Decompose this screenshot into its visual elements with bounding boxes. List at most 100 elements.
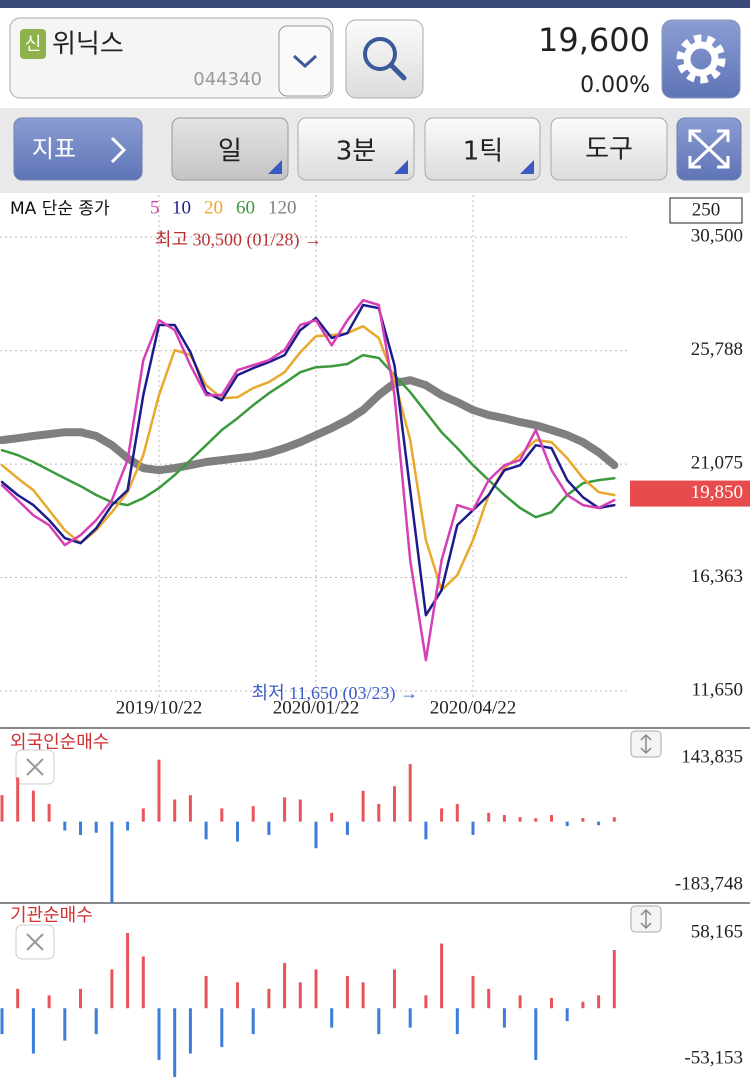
bar — [565, 821, 569, 827]
dropdown-icon — [292, 54, 318, 69]
bar — [455, 803, 459, 822]
bar — [581, 1001, 585, 1009]
bar — [361, 982, 365, 1009]
bar — [283, 797, 287, 822]
y-tick-label: -53,153 — [684, 1047, 743, 1068]
indicator-chevron — [110, 136, 127, 164]
bar — [141, 956, 145, 1009]
bar — [518, 817, 522, 822]
bar — [31, 1008, 35, 1054]
last-price-marker — [630, 480, 750, 507]
bar — [251, 1008, 255, 1035]
bar — [94, 1008, 98, 1035]
period-caret — [268, 160, 282, 174]
bar — [565, 1008, 569, 1022]
bar — [157, 1008, 161, 1060]
tick-label: 1틱 — [463, 137, 503, 167]
period-button[interactable] — [171, 117, 289, 181]
bar — [173, 1008, 177, 1077]
bar — [16, 988, 20, 1009]
bar — [31, 790, 35, 822]
bar — [47, 995, 51, 1009]
bar — [220, 1008, 224, 1048]
bar — [79, 988, 82, 1009]
bar — [518, 995, 522, 1009]
bar — [534, 818, 538, 822]
bar — [534, 1008, 538, 1060]
bar — [283, 962, 287, 1009]
bar — [188, 795, 192, 822]
bar — [47, 803, 51, 822]
bar — [424, 821, 428, 840]
bar — [612, 817, 616, 822]
bar — [581, 818, 585, 822]
bar — [141, 808, 145, 822]
resize-panel[interactable] — [630, 905, 662, 933]
stock-code: 044340 — [193, 69, 262, 90]
ma-legend-title: MA 단순 종가 — [10, 199, 110, 219]
bar — [330, 1008, 334, 1028]
y-tick-label: 58,165 — [691, 921, 743, 942]
minute-caret — [394, 160, 408, 174]
ma-line — [0, 303, 616, 617]
bar — [440, 943, 444, 1009]
bar — [204, 821, 208, 840]
bar — [267, 988, 271, 1009]
bar — [63, 821, 67, 831]
bar — [487, 988, 491, 1009]
bar — [126, 821, 130, 831]
bar — [502, 1008, 506, 1028]
badge: 신 — [25, 34, 42, 55]
bar — [471, 975, 475, 1009]
bar — [408, 1008, 412, 1028]
close-panel[interactable] — [15, 924, 55, 960]
bar — [188, 1008, 192, 1054]
stock-name: 위닉스 — [52, 30, 124, 60]
price-change: 0.00% — [580, 73, 650, 98]
bar — [204, 975, 208, 1009]
stock-box[interactable] — [9, 17, 334, 99]
minute-label: 3분 — [336, 137, 376, 167]
bar — [126, 933, 130, 1009]
x-tick-label: 2020/04/22 — [430, 697, 517, 718]
ma-line — [0, 298, 616, 662]
bar — [236, 821, 239, 842]
minute-button[interactable] — [297, 117, 415, 181]
legend-entry: 120 — [268, 197, 297, 218]
bar — [471, 821, 475, 835]
bar — [424, 995, 428, 1009]
y-tick-label: 11,650 — [691, 679, 743, 700]
y-tick-label: 30,500 — [691, 225, 743, 246]
bar — [377, 803, 381, 822]
status-strip — [0, 0, 750, 8]
bar — [408, 764, 412, 822]
settings-button[interactable] — [661, 19, 741, 99]
badge-bg — [20, 29, 46, 59]
stock-selector[interactable]: 신 위닉스 044340 — [9, 17, 334, 99]
period-box-label: 250 — [692, 199, 721, 220]
bar — [173, 799, 177, 822]
indicator-button[interactable] — [13, 117, 143, 181]
bar — [361, 790, 365, 822]
search-button[interactable] — [345, 19, 424, 99]
bar — [377, 1008, 381, 1035]
period-box[interactable] — [669, 197, 743, 224]
bar — [251, 806, 255, 822]
search-icon — [363, 37, 397, 71]
bar — [267, 821, 271, 835]
close-panel[interactable] — [15, 749, 55, 785]
dropdown-button[interactable] — [278, 25, 332, 97]
bar — [110, 821, 114, 903]
x-tick-label: 2019/10/22 — [116, 697, 203, 718]
bar — [393, 969, 396, 1009]
y-tick-label: 143,835 — [681, 746, 743, 767]
tools-button[interactable] — [550, 117, 668, 181]
bar — [79, 821, 82, 835]
tick-button[interactable] — [424, 117, 541, 181]
legend-entry: 60 — [236, 197, 255, 218]
bar — [220, 808, 224, 822]
resize-panel[interactable] — [630, 730, 662, 758]
bar — [63, 1008, 67, 1041]
